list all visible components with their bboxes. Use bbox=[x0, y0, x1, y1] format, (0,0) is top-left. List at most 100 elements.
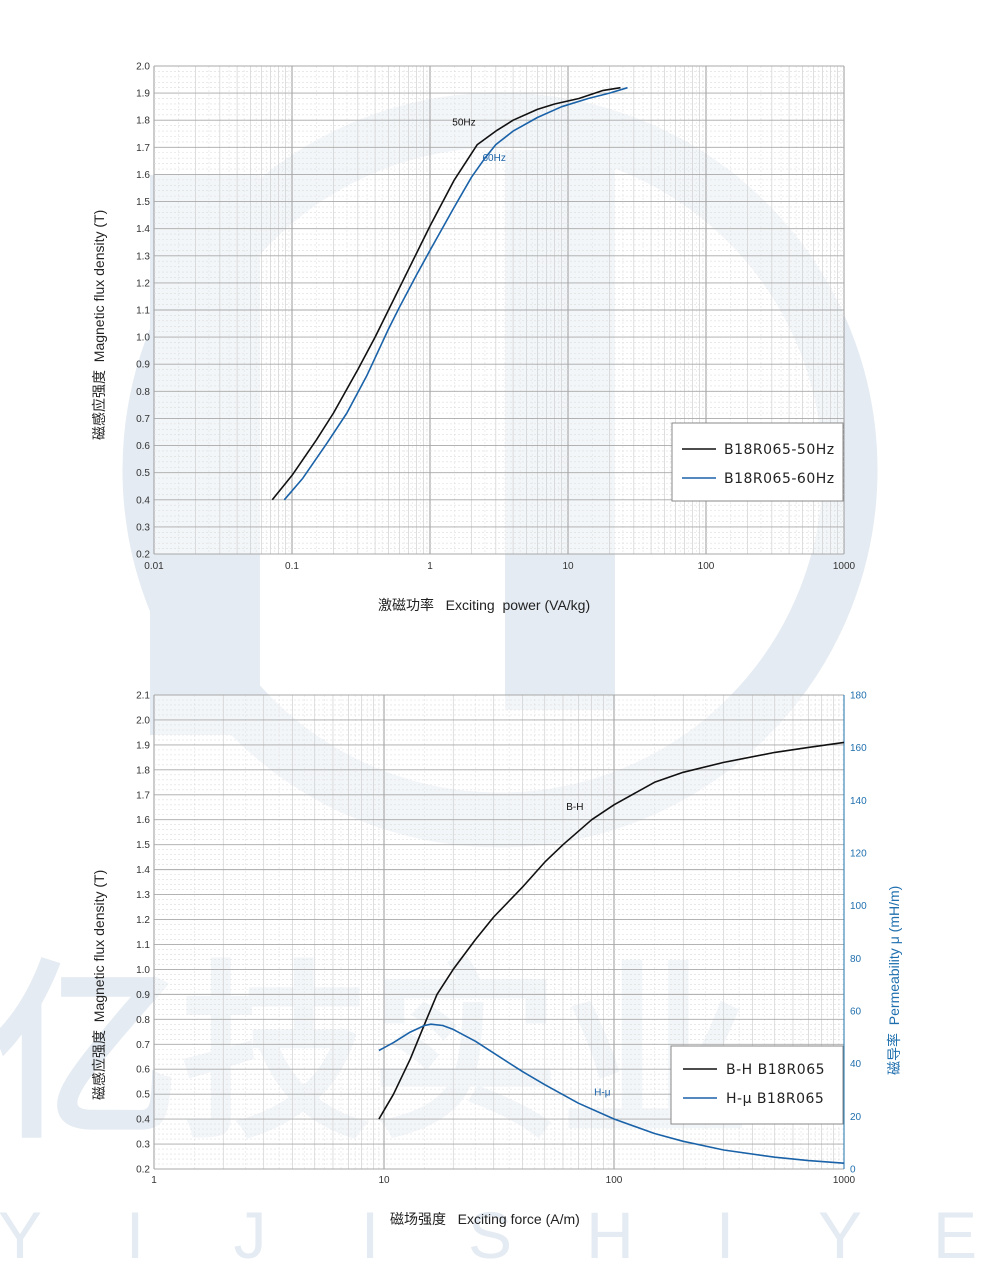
y-tick-label: 1.4 bbox=[136, 224, 150, 235]
legend-label-bh: B-H B18R065 bbox=[726, 1062, 825, 1078]
y-tick-label: 0.5 bbox=[136, 468, 150, 479]
y-tick-label: 140 bbox=[850, 796, 867, 807]
y-tick-label: 0.9 bbox=[136, 360, 150, 371]
legend: B-H B18R065 H-μ B18R065 bbox=[670, 1045, 844, 1125]
y-tick-label: 20 bbox=[850, 1112, 862, 1123]
watermark-letter: I bbox=[361, 1198, 379, 1272]
y-tick-label: 1.0 bbox=[136, 965, 150, 976]
watermark-letter: J bbox=[234, 1198, 267, 1272]
y-tick-label: 1.1 bbox=[136, 306, 150, 317]
annotation-50hz: 50Hz bbox=[452, 118, 475, 129]
y-tick-label: 0.6 bbox=[136, 1065, 150, 1076]
exciting-power-chart: 0.2 0.3 0.4 0.5 0.6 0.7 0.8 0.9 1.0 1.1 1.2 1.3 1.4 1… bbox=[91, 62, 856, 614]
series-line-60hz bbox=[283, 86, 628, 501]
y-tick-label: 2.1 bbox=[136, 691, 150, 702]
y-tick-label: 0.7 bbox=[136, 414, 150, 425]
y-tick-label: 1.2 bbox=[136, 278, 150, 289]
y-tick-label: 100 bbox=[850, 901, 867, 912]
y-tick-label: 0.4 bbox=[136, 1115, 150, 1126]
x-tick-label: 0.01 bbox=[144, 561, 164, 572]
x-axis-ticks: 1 10 100 1000 bbox=[151, 1175, 855, 1186]
series-lines bbox=[378, 741, 845, 1164]
y-tick-label: 0.3 bbox=[136, 1140, 150, 1151]
series-line-50hz bbox=[271, 86, 621, 501]
x-axis-title: 磁场强度 Exciting force (A/m) bbox=[390, 1211, 580, 1227]
y-tick-label: 1.4 bbox=[136, 865, 150, 876]
x-tick-label: 1000 bbox=[833, 1175, 856, 1186]
y-tick-label: 0.2 bbox=[136, 550, 150, 561]
x-tick-label: 1000 bbox=[833, 561, 856, 572]
y-axis-title: 磁感应强度 Magnetic flux density (T) bbox=[91, 870, 107, 1100]
y-tick-label: 1.6 bbox=[136, 815, 150, 826]
y-tick-label: 1.3 bbox=[136, 251, 150, 262]
x-tick-label: 0.1 bbox=[285, 561, 299, 572]
y-tick-label: 1.8 bbox=[136, 116, 150, 127]
watermark-letter: Y bbox=[0, 1198, 42, 1272]
y-tick-label: 1.3 bbox=[136, 890, 150, 901]
x-tick-label: 10 bbox=[562, 561, 574, 572]
y-tick-label: 0.2 bbox=[136, 1165, 150, 1176]
series-line-bh bbox=[378, 741, 845, 1120]
y-tick-label: 120 bbox=[850, 849, 867, 860]
y-tick-label: 180 bbox=[850, 691, 867, 702]
annotation-h-mu: H-μ bbox=[594, 1087, 611, 1098]
y-tick-label: 40 bbox=[850, 1059, 862, 1070]
legend-label-h-mu: H-μ B18R065 bbox=[726, 1091, 824, 1107]
watermark-letter: Y bbox=[818, 1198, 862, 1272]
y-tick-label: 0 bbox=[850, 1165, 856, 1176]
y-tick-label: 0.9 bbox=[136, 990, 150, 1001]
y-tick-label: 0.8 bbox=[136, 387, 150, 398]
y-tick-label: 0.4 bbox=[136, 495, 150, 506]
y-tick-label: 0.5 bbox=[136, 1090, 150, 1101]
legend: B18R065-50Hz B18R065-60Hz bbox=[671, 422, 844, 502]
legend-box bbox=[671, 422, 844, 502]
y2-axis-title: 磁导率 Permeability μ (mH/m) bbox=[886, 886, 902, 1075]
y-tick-label: 0.7 bbox=[136, 1040, 150, 1051]
legend-label-60hz: B18R065-60Hz bbox=[724, 471, 835, 487]
legend-box bbox=[670, 1045, 844, 1125]
annotation-bh: B-H bbox=[566, 802, 583, 813]
watermark-letter: H bbox=[586, 1198, 634, 1272]
y-tick-label: 1.2 bbox=[136, 915, 150, 926]
y-tick-label: 1.7 bbox=[136, 790, 150, 801]
x-tick-label: 100 bbox=[606, 1175, 623, 1186]
x-tick-label: 1 bbox=[151, 1175, 157, 1186]
y-tick-label: 1.1 bbox=[136, 940, 150, 951]
watermark-letter: S bbox=[468, 1198, 512, 1272]
grid bbox=[153, 65, 845, 555]
series-lines bbox=[271, 86, 628, 501]
y-tick-label: 0.3 bbox=[136, 522, 150, 533]
x-tick-label: 1 bbox=[427, 561, 433, 572]
x-tick-label: 10 bbox=[378, 1175, 390, 1186]
y-tick-label: 2.0 bbox=[136, 62, 150, 73]
watermark-letter: E bbox=[933, 1198, 977, 1272]
legend-label-50hz: B18R065-50Hz bbox=[724, 442, 835, 458]
y2-axis-ticks: 0 20 40 60 80 100 120 140 160 180 bbox=[850, 691, 867, 1176]
y-tick-label: 160 bbox=[850, 743, 867, 754]
y-axis-ticks: 0.2 0.3 0.4 0.5 0.6 0.7 0.8 0.9 1.0 1.1 1.2 1.3 1.4 1… bbox=[136, 691, 150, 1176]
annotation-60hz: 60Hz bbox=[482, 153, 505, 164]
y-axis-ticks: 0.2 0.3 0.4 0.5 0.6 0.7 0.8 0.9 1.0 1.1 1.2 1.3 1.4 1… bbox=[136, 62, 150, 561]
x-axis-title: 激磁功率 Exciting power (VA/kg) bbox=[378, 597, 590, 613]
y-tick-label: 1.8 bbox=[136, 765, 150, 776]
y-tick-label: 80 bbox=[850, 954, 862, 965]
x-axis-ticks: 0.01 0.1 1 10 100 1000 bbox=[144, 561, 855, 572]
y-tick-label: 1.0 bbox=[136, 333, 150, 344]
y-tick-label: 1.9 bbox=[136, 89, 150, 100]
y-axis-title: 磁感应强度 Magnetic flux density (T) bbox=[91, 210, 107, 440]
y-tick-label: 1.9 bbox=[136, 740, 150, 751]
x-tick-label: 100 bbox=[698, 561, 715, 572]
y-tick-label: 60 bbox=[850, 1007, 862, 1018]
bh-permeability-chart: 0.2 0.3 0.4 0.5 0.6 0.7 0.8 0.9 1.0 1.1 1.2 1.3 1.4 1… bbox=[91, 691, 902, 1228]
grid bbox=[153, 694, 845, 1170]
y-tick-label: 0.8 bbox=[136, 1015, 150, 1026]
watermark-letter: I bbox=[126, 1198, 144, 1272]
y-tick-label: 1.6 bbox=[136, 170, 150, 181]
series-line-h-mu bbox=[378, 1023, 845, 1164]
watermark-letter: I bbox=[716, 1198, 734, 1272]
y-tick-label: 1.5 bbox=[136, 197, 150, 208]
y-tick-label: 2.0 bbox=[136, 715, 150, 726]
y-tick-label: 1.7 bbox=[136, 143, 150, 154]
